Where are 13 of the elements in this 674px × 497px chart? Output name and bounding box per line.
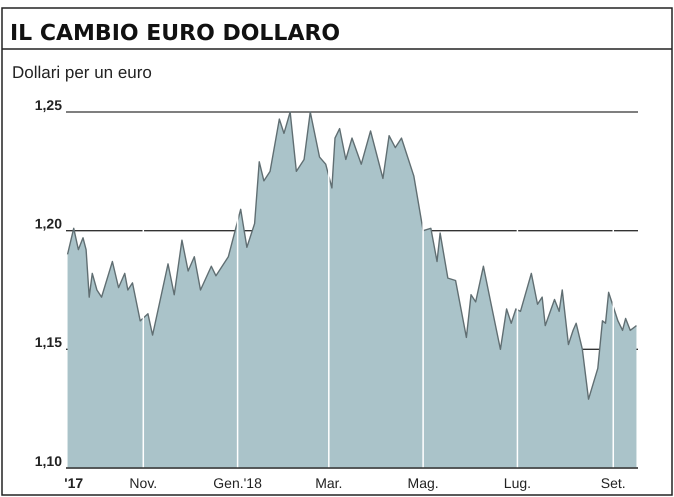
x-tick-label: Lug. [504, 475, 532, 491]
x-tick-label: Nov. [129, 475, 158, 491]
x-tick-label: '17 [64, 475, 84, 491]
x-tick-label: Set. [600, 475, 626, 491]
y-tick-label: 1,25 [34, 96, 62, 113]
chart-subtitle: Dollari per un euro [12, 63, 152, 82]
y-tick-label: 1,10 [34, 452, 62, 469]
x-tick-label: Mag. [408, 475, 439, 491]
y-tick-label: 1,15 [34, 334, 62, 350]
x-tick-label: Gen.'18 [213, 475, 262, 491]
x-tick-label: Mar. [315, 475, 342, 491]
chart-title: IL CAMBIO EURO DOLLARO [10, 21, 340, 46]
y-tick-label: 1,20 [34, 216, 62, 232]
